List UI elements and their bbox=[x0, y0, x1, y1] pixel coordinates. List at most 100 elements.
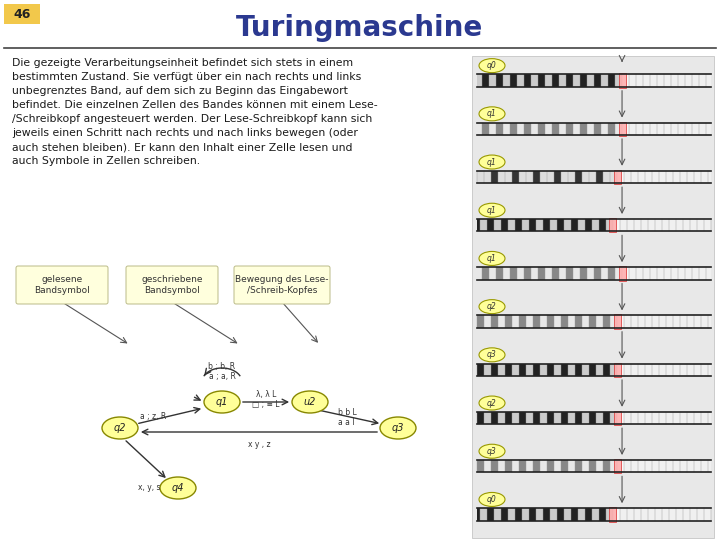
Ellipse shape bbox=[479, 107, 505, 121]
FancyBboxPatch shape bbox=[639, 363, 645, 376]
FancyBboxPatch shape bbox=[708, 460, 711, 472]
FancyBboxPatch shape bbox=[505, 363, 513, 376]
FancyBboxPatch shape bbox=[554, 460, 562, 472]
Text: q1: q1 bbox=[487, 158, 497, 166]
FancyBboxPatch shape bbox=[683, 219, 690, 232]
FancyBboxPatch shape bbox=[706, 75, 711, 87]
FancyBboxPatch shape bbox=[652, 411, 660, 424]
FancyBboxPatch shape bbox=[629, 75, 636, 87]
Ellipse shape bbox=[160, 477, 196, 499]
FancyBboxPatch shape bbox=[667, 460, 673, 472]
FancyBboxPatch shape bbox=[618, 411, 624, 424]
FancyBboxPatch shape bbox=[601, 123, 608, 135]
FancyBboxPatch shape bbox=[587, 123, 594, 135]
FancyBboxPatch shape bbox=[685, 123, 692, 135]
FancyBboxPatch shape bbox=[531, 123, 538, 135]
FancyBboxPatch shape bbox=[683, 508, 690, 521]
FancyBboxPatch shape bbox=[582, 411, 590, 424]
FancyBboxPatch shape bbox=[699, 123, 706, 135]
Text: gelesene
Bandsymbol: gelesene Bandsymbol bbox=[34, 275, 90, 295]
FancyBboxPatch shape bbox=[601, 75, 608, 87]
FancyBboxPatch shape bbox=[680, 315, 688, 328]
FancyBboxPatch shape bbox=[692, 75, 699, 87]
FancyBboxPatch shape bbox=[703, 508, 711, 521]
FancyBboxPatch shape bbox=[498, 460, 505, 472]
FancyBboxPatch shape bbox=[690, 508, 697, 521]
Ellipse shape bbox=[479, 396, 505, 410]
FancyBboxPatch shape bbox=[480, 219, 487, 232]
FancyBboxPatch shape bbox=[485, 363, 491, 376]
FancyBboxPatch shape bbox=[538, 75, 545, 87]
Text: 46: 46 bbox=[13, 8, 31, 21]
Text: a ; z, R: a ; z, R bbox=[140, 412, 166, 421]
FancyBboxPatch shape bbox=[678, 267, 685, 280]
FancyBboxPatch shape bbox=[485, 460, 491, 472]
FancyBboxPatch shape bbox=[662, 508, 669, 521]
FancyBboxPatch shape bbox=[491, 411, 498, 424]
FancyBboxPatch shape bbox=[582, 315, 590, 328]
FancyBboxPatch shape bbox=[545, 267, 552, 280]
FancyBboxPatch shape bbox=[552, 123, 559, 135]
FancyBboxPatch shape bbox=[477, 508, 480, 521]
Text: Turingmaschine: Turingmaschine bbox=[236, 14, 484, 42]
FancyBboxPatch shape bbox=[606, 508, 613, 521]
FancyBboxPatch shape bbox=[585, 219, 592, 232]
Text: q1: q1 bbox=[487, 254, 497, 263]
FancyBboxPatch shape bbox=[622, 75, 629, 87]
FancyBboxPatch shape bbox=[685, 75, 692, 87]
FancyBboxPatch shape bbox=[519, 315, 526, 328]
FancyBboxPatch shape bbox=[477, 123, 482, 135]
FancyBboxPatch shape bbox=[538, 267, 545, 280]
FancyBboxPatch shape bbox=[505, 411, 513, 424]
FancyBboxPatch shape bbox=[643, 123, 650, 135]
FancyBboxPatch shape bbox=[706, 267, 711, 280]
FancyBboxPatch shape bbox=[526, 411, 534, 424]
FancyBboxPatch shape bbox=[650, 75, 657, 87]
FancyBboxPatch shape bbox=[522, 219, 528, 232]
FancyBboxPatch shape bbox=[631, 411, 639, 424]
FancyBboxPatch shape bbox=[611, 171, 618, 183]
FancyBboxPatch shape bbox=[618, 315, 624, 328]
FancyBboxPatch shape bbox=[543, 219, 550, 232]
FancyBboxPatch shape bbox=[534, 315, 541, 328]
FancyBboxPatch shape bbox=[639, 171, 645, 183]
FancyBboxPatch shape bbox=[673, 171, 680, 183]
FancyBboxPatch shape bbox=[541, 363, 547, 376]
FancyBboxPatch shape bbox=[652, 460, 660, 472]
FancyBboxPatch shape bbox=[654, 508, 662, 521]
FancyBboxPatch shape bbox=[639, 315, 645, 328]
FancyBboxPatch shape bbox=[611, 315, 618, 328]
FancyBboxPatch shape bbox=[485, 411, 491, 424]
FancyBboxPatch shape bbox=[669, 508, 676, 521]
FancyBboxPatch shape bbox=[636, 75, 643, 87]
FancyBboxPatch shape bbox=[688, 171, 694, 183]
FancyBboxPatch shape bbox=[477, 123, 711, 135]
FancyBboxPatch shape bbox=[618, 460, 624, 472]
FancyBboxPatch shape bbox=[590, 460, 596, 472]
FancyBboxPatch shape bbox=[631, 460, 639, 472]
FancyBboxPatch shape bbox=[480, 508, 487, 521]
FancyBboxPatch shape bbox=[564, 219, 571, 232]
FancyBboxPatch shape bbox=[631, 363, 639, 376]
FancyBboxPatch shape bbox=[503, 267, 510, 280]
FancyBboxPatch shape bbox=[536, 508, 543, 521]
FancyBboxPatch shape bbox=[550, 508, 557, 521]
FancyBboxPatch shape bbox=[701, 363, 708, 376]
FancyBboxPatch shape bbox=[596, 411, 603, 424]
FancyBboxPatch shape bbox=[477, 363, 485, 376]
FancyBboxPatch shape bbox=[673, 363, 680, 376]
Ellipse shape bbox=[479, 348, 505, 362]
FancyBboxPatch shape bbox=[526, 363, 534, 376]
FancyBboxPatch shape bbox=[678, 123, 685, 135]
FancyBboxPatch shape bbox=[660, 171, 667, 183]
FancyBboxPatch shape bbox=[16, 266, 108, 304]
FancyBboxPatch shape bbox=[517, 123, 524, 135]
FancyBboxPatch shape bbox=[688, 460, 694, 472]
FancyBboxPatch shape bbox=[608, 123, 615, 135]
FancyBboxPatch shape bbox=[692, 267, 699, 280]
FancyBboxPatch shape bbox=[500, 219, 508, 232]
Text: q0: q0 bbox=[487, 61, 497, 70]
FancyBboxPatch shape bbox=[645, 411, 652, 424]
FancyBboxPatch shape bbox=[519, 460, 526, 472]
FancyBboxPatch shape bbox=[496, 267, 503, 280]
